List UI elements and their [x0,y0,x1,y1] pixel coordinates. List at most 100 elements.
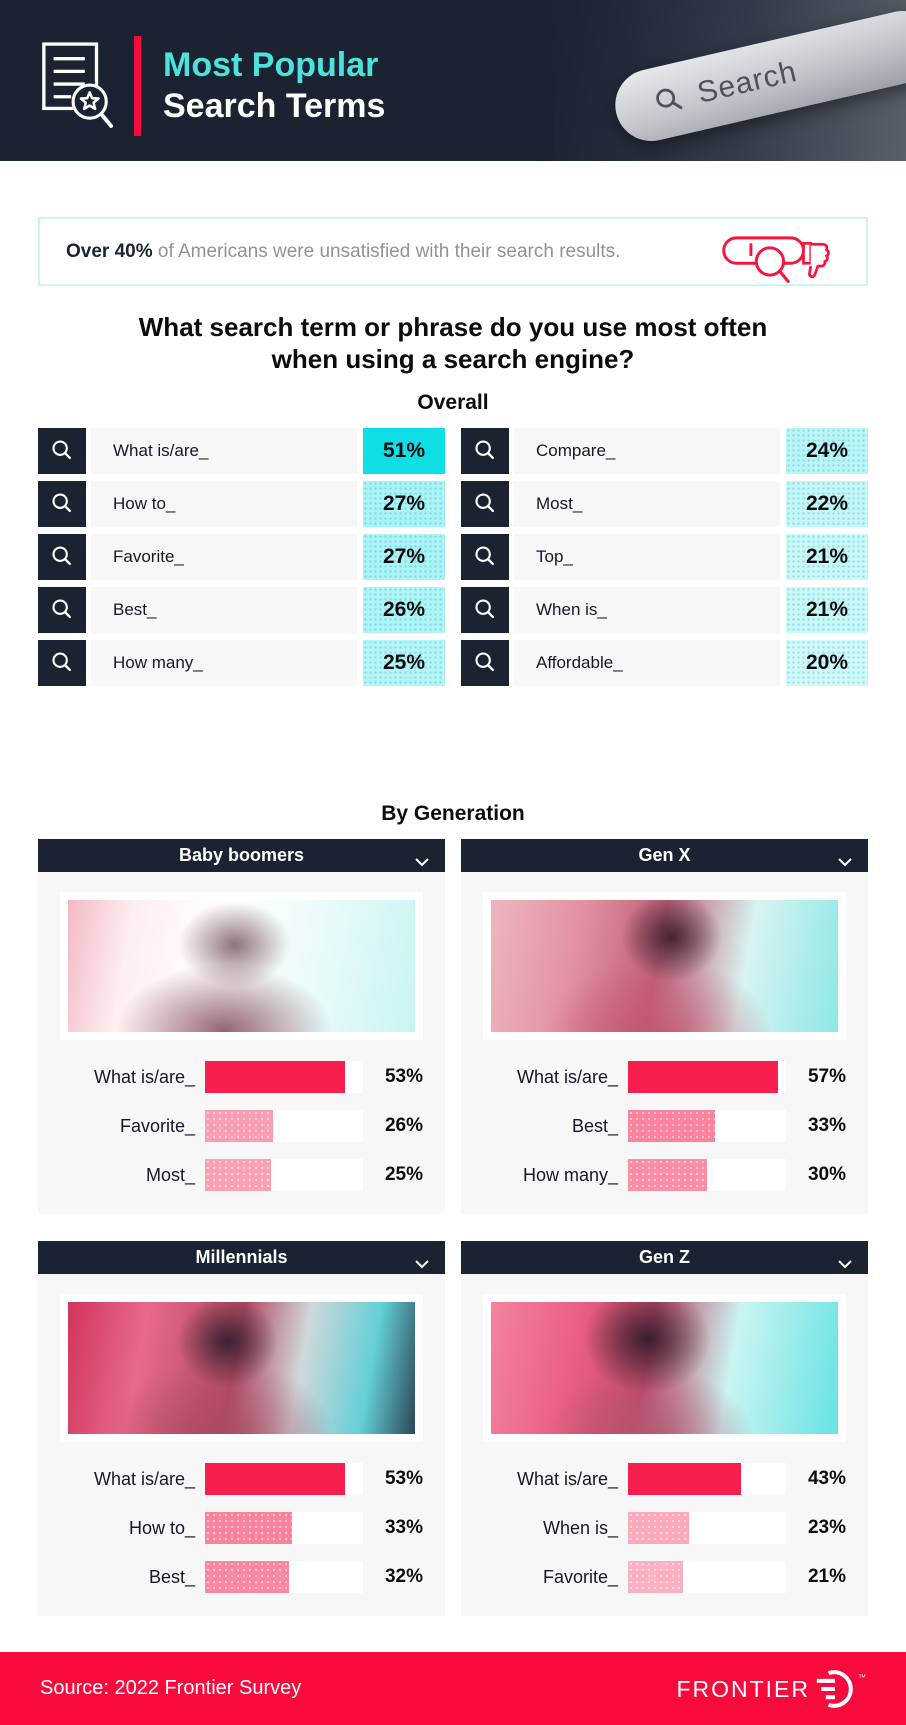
magnifier-icon [52,493,71,513]
magnifier-icon [475,493,494,513]
bar-label: What is/are_ [516,1066,618,1087]
generation-panel-title: Baby boomers [178,845,305,866]
document-star-magnifier-icon [42,42,114,128]
bar-row: What is/are_ 43% [483,1462,846,1496]
search-term-label: When is_ [514,587,780,634]
bar-track [628,1561,786,1594]
magnifier-icon [52,652,71,672]
generation-panel: Gen X What is/are_ 57% Best_ 33% How many_ 30% [461,839,868,1215]
generation-panel-header[interactable]: Millennials [38,1241,445,1275]
bar-label: When is_ [542,1517,618,1538]
search-term-label: Most_ [514,481,780,528]
chevron-down-icon[interactable] [838,1253,852,1269]
magnifier-icon [52,546,71,566]
generation-panel-title: Millennials [195,1247,288,1268]
bar-fill [628,1512,689,1545]
bar-fill [628,1159,707,1192]
search-term-percentage: 20% [786,640,868,687]
bar-value: 53% [384,1066,423,1088]
bar-label: Favorite_ [119,1115,195,1136]
bar-row: What is/are_ 53% [60,1060,423,1094]
generation-photo-frame [60,1294,423,1443]
search-icon-cell [38,481,86,528]
generation-photo-frame [483,892,846,1041]
bar-fill [205,1159,271,1192]
bar-row: How to_ 33% [60,1511,423,1545]
generation-panel-title: Gen X [638,845,691,866]
bar-track [628,1159,786,1192]
bar-track [628,1061,786,1094]
generation-panel-body: What is/are_ 53% Favorite_ 26% Most_ 25% [38,872,445,1215]
bar-fill [628,1561,684,1594]
overall-row: Affordable_ 20% [461,640,868,687]
search-bar-photo: Search [554,0,906,161]
bar-label: What is/are_ [93,1468,195,1489]
brand-name: FRONTIER [676,1675,810,1702]
generation-photo [491,1302,838,1435]
search-term-percentage: 26% [363,587,445,634]
bar-track [205,1561,363,1594]
survey-question: What search term or phrase do you use mo… [138,312,768,374]
bar-row: How many_ 30% [483,1158,846,1192]
bar-row: What is/are_ 57% [483,1060,846,1094]
bar-track [205,1512,363,1545]
generation-panel-header[interactable]: Gen Z [461,1241,868,1275]
search-pill: Search [608,3,906,149]
page-footer: Source: 2022 Frontier Survey FRONTIER ™ [0,1652,906,1725]
search-term-percentage: 21% [786,587,868,634]
bar-label: Favorite_ [542,1566,618,1587]
search-bar-thumbs-down-icon [722,235,830,283]
generation-grid: Baby boomers What is/are_ 53% Favorite_ 26% M… [38,839,868,1617]
chevron-down-icon[interactable] [415,851,429,867]
overall-row: When is_ 21% [461,587,868,634]
chevron-down-icon[interactable] [838,851,852,867]
page-header: Search Most Popular Search Terms [0,0,906,161]
generation-panel-body: What is/are_ 57% Best_ 33% How many_ 30% [461,872,868,1215]
magnifier-icon [475,599,494,619]
page-title-line2: Search Terms [163,87,386,125]
search-icon-cell [461,587,509,634]
overall-col-left: What is/are_ 51% How to_ 27% Favorite_ 27% Bes… [38,428,445,687]
overall-row: How many_ 25% [38,640,445,687]
search-term-label: Compare_ [514,428,780,475]
search-term-label: Best_ [91,587,357,634]
search-icon-cell [461,640,509,687]
bar-value: 33% [807,1115,846,1137]
bar-row: Best_ 33% [483,1109,846,1143]
search-term-percentage: 27% [363,481,445,528]
bar-row: Best_ 32% [60,1560,423,1594]
overall-col-right: Compare_ 24% Most_ 22% Top_ 21% When is_ 21% Aff… [461,428,868,687]
bar-value: 33% [384,1517,423,1539]
generation-panel-header[interactable]: Gen X [461,839,868,873]
bar-label: What is/are_ [516,1468,618,1489]
bar-fill [205,1512,292,1545]
search-icon-cell [461,428,509,475]
magnifier-icon [656,88,683,110]
chevron-down-icon[interactable] [415,1253,429,1269]
bar-row: When is_ 23% [483,1511,846,1545]
bar-track [628,1110,786,1143]
search-term-label: Favorite_ [91,534,357,581]
search-term-label: What is/are_ [91,428,357,475]
bar-fill [628,1110,715,1143]
generation-photo [491,900,838,1033]
overall-section-title: Overall [417,391,489,415]
bar-track [205,1110,363,1143]
stat-highlight: Over 40% [66,240,153,262]
generation-panel-header[interactable]: Baby boomers [38,839,445,873]
bar-row: Most_ 25% [60,1158,423,1192]
overall-grid: What is/are_ 51% How to_ 27% Favorite_ 27% Bes… [38,428,868,687]
search-icon-cell [38,587,86,634]
generation-bars: What is/are_ 53% Favorite_ 26% Most_ 25% [60,1060,423,1192]
bar-label: What is/are_ [93,1066,195,1087]
bar-fill [205,1110,274,1143]
magnifier-icon [52,599,71,619]
bar-value: 26% [384,1115,423,1137]
bar-label: Most_ [145,1164,195,1185]
bar-track [628,1512,786,1545]
bar-track [205,1061,363,1094]
search-icon-cell [38,534,86,581]
magnifier-icon [475,440,494,460]
bar-row: Favorite_ 21% [483,1560,846,1594]
overall-row: Most_ 22% [461,481,868,528]
